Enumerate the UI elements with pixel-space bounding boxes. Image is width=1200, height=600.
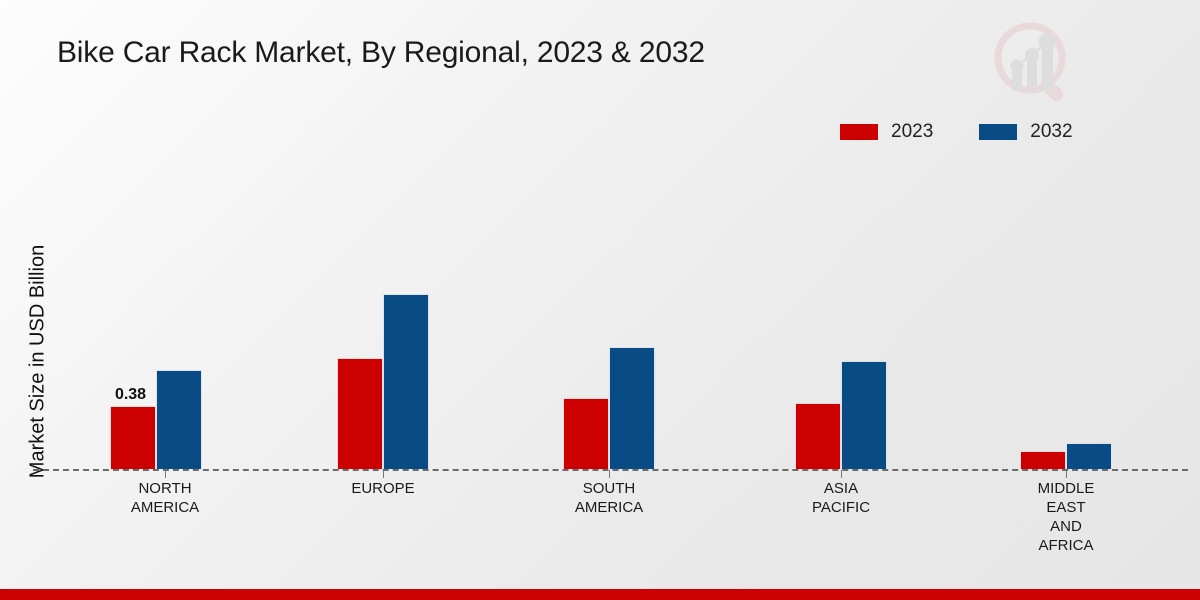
bar-2032-middle-east-and-africa[interactable] bbox=[1066, 443, 1112, 469]
x-axis-baseline bbox=[33, 469, 1188, 471]
bar-group-asia-pacific bbox=[795, 361, 887, 469]
x-label-europe: EUROPE bbox=[303, 479, 463, 498]
bar-2032-north-america[interactable] bbox=[156, 370, 202, 469]
x-label-line: EUROPE bbox=[351, 480, 415, 497]
x-label-line: EAST bbox=[1046, 499, 1086, 516]
x-tick-south-america bbox=[609, 470, 610, 478]
bar-2032-south-america[interactable] bbox=[609, 347, 655, 469]
bar-value-label: 0.38 bbox=[114, 386, 147, 403]
chart-legend: 2023 2032 bbox=[840, 121, 1073, 143]
bar-group-south-america bbox=[563, 347, 655, 469]
legend-swatch-2023 bbox=[840, 124, 878, 140]
x-label-middle-east-and-africa: MIDDLE EAST AND AFRICA bbox=[986, 479, 1146, 555]
bar-2023-europe[interactable] bbox=[337, 358, 383, 469]
bar-2032-europe[interactable] bbox=[383, 294, 429, 469]
legend-item-2032[interactable]: 2032 bbox=[979, 121, 1073, 143]
bar-2023-north-america[interactable]: 0.38 bbox=[110, 386, 156, 469]
x-label-line: AMERICA bbox=[130, 499, 200, 516]
bar-2023-south-america[interactable] bbox=[563, 398, 609, 469]
footer-accent-bar bbox=[0, 589, 1200, 600]
legend-label-2032: 2032 bbox=[1030, 121, 1073, 142]
legend-label-2023: 2023 bbox=[891, 121, 934, 142]
x-label-south-america: SOUTH AMERICA bbox=[529, 479, 689, 517]
x-label-line: AND bbox=[1050, 518, 1082, 535]
bar-group-europe bbox=[337, 294, 429, 469]
x-tick-asia-pacific bbox=[841, 470, 842, 478]
legend-item-2023[interactable]: 2023 bbox=[840, 121, 933, 143]
x-label-line: SOUTH bbox=[582, 480, 636, 497]
bar-2032-asia-pacific[interactable] bbox=[841, 361, 887, 469]
x-tick-europe bbox=[383, 470, 384, 478]
bar-2023-asia-pacific[interactable] bbox=[795, 403, 841, 469]
x-label-line: ASIA bbox=[823, 480, 859, 497]
page-title: Bike Car Rack Market, By Regional, 2023 … bbox=[57, 36, 705, 69]
x-label-north-america: NORTH AMERICA bbox=[85, 479, 245, 517]
bar-group-middle-east-and-africa bbox=[1020, 443, 1112, 469]
x-label-line: AFRICA bbox=[1038, 537, 1094, 554]
legend-swatch-2032 bbox=[979, 124, 1018, 140]
x-label-line: AMERICA bbox=[574, 499, 644, 516]
x-label-line: MIDDLE bbox=[1037, 480, 1095, 497]
x-label-line: PACIFIC bbox=[811, 499, 871, 516]
x-label-line: NORTH bbox=[138, 480, 192, 497]
bar-group-north-america: 0.38 bbox=[110, 370, 202, 469]
x-tick-middle-east-and-africa bbox=[1066, 470, 1067, 478]
x-tick-north-america bbox=[165, 470, 166, 478]
x-label-asia-pacific: ASIA PACIFIC bbox=[761, 479, 921, 517]
bar-2023-middle-east-and-africa[interactable] bbox=[1020, 451, 1066, 469]
